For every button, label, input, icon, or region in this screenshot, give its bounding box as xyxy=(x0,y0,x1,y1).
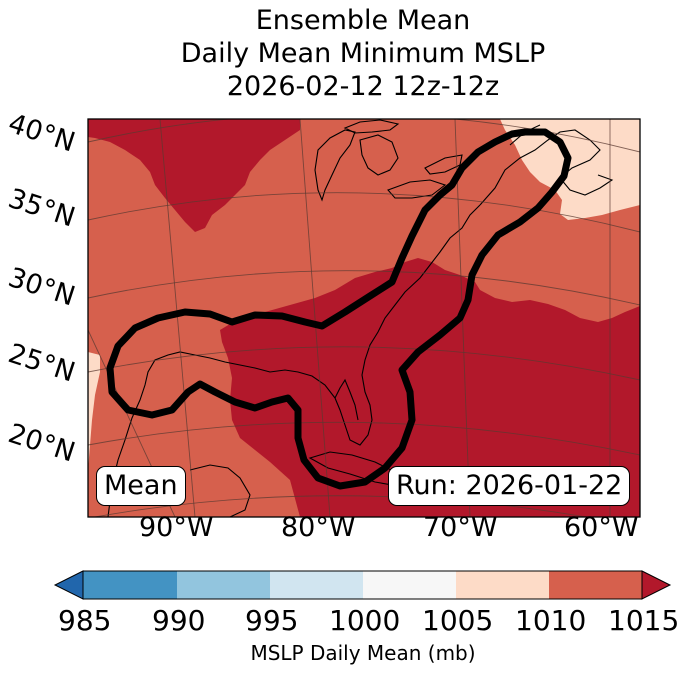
lon-label-90w: 90°W xyxy=(139,512,214,543)
colorbar-frame xyxy=(82,570,643,600)
mean-label-box: Mean xyxy=(96,466,186,506)
colorbar-extend-high xyxy=(641,570,672,600)
colorbar xyxy=(53,570,672,600)
colorbar-bin-985-990 xyxy=(83,571,177,599)
colorbar-tick-1000: 1000 xyxy=(329,604,401,637)
pressure-field-above-1015-north xyxy=(88,119,300,232)
colorbar-bin-990-995 xyxy=(177,571,270,599)
pressure-field-1005-1010-west xyxy=(88,352,100,470)
title-line-3: 2026-02-12 12z-12z xyxy=(226,71,500,102)
colorbar-bin-1000-1005 xyxy=(363,571,456,599)
map-title: Ensemble Mean Daily Mean Minimum MSLP 20… xyxy=(0,4,688,103)
lon-label-70w: 70°W xyxy=(423,512,498,543)
colorbar-tick-995: 995 xyxy=(245,604,299,637)
map-border xyxy=(87,118,641,518)
run-date-label-box: Run: 2026-01-22 xyxy=(388,466,631,506)
colorbar-tick-1010: 1010 xyxy=(515,604,587,637)
colorbar-bin-1005-1010 xyxy=(456,571,549,599)
title-line-1: Ensemble Mean xyxy=(255,5,471,36)
mean-contour-outline xyxy=(106,128,572,490)
title-line-2: Daily Mean Minimum MSLP xyxy=(180,38,546,69)
colorbar-tick-985: 985 xyxy=(58,604,112,637)
map-plot-area xyxy=(88,119,640,517)
colorbar-label: MSLP Daily Mean (mb) xyxy=(250,641,476,665)
colorbar-bin-1010-1015 xyxy=(549,571,642,599)
lon-label-80w: 80°W xyxy=(281,512,356,543)
colorbar-tick-1015: 1015 xyxy=(608,604,680,637)
lon-label-60w: 60°W xyxy=(564,512,639,543)
colorbar-tick-1005: 1005 xyxy=(422,604,494,637)
colorbar-extend-low xyxy=(53,570,84,600)
colorbar-bin-995-1000 xyxy=(270,571,363,599)
colorbar-tick-990: 990 xyxy=(152,604,206,637)
